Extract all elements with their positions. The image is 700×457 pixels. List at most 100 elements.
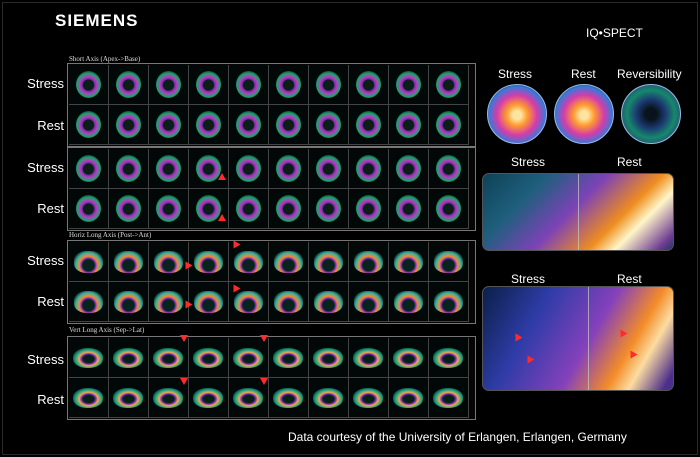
myocardium-slice [116,195,141,222]
myocardium-slice [273,348,303,368]
myocardium-slice [434,291,463,313]
myocardium-slice [196,71,221,98]
myocardium-slice [353,348,383,368]
image-cell [309,65,349,105]
red-arrow-icon [515,333,523,342]
image-cell [389,149,429,189]
myocardium-slice [153,388,183,408]
myocardium-slice [234,251,263,273]
red-arrow-icon [185,261,193,270]
rest-polar-map [554,84,614,144]
image-cell [189,338,229,378]
image-cell [69,65,109,105]
row-label-stress: Stress [27,76,64,91]
image-cell [229,282,269,322]
red-arrow-icon [260,378,268,385]
render-divider [578,174,579,250]
middle-3d-render [482,173,674,251]
myocardium-slice [194,291,223,313]
image-cell [429,282,469,322]
image-cell [69,338,109,378]
image-cell [389,65,429,105]
image-cell [109,65,149,105]
myocardium-slice [156,155,181,182]
myocardium-slice [76,155,101,182]
image-cell [429,378,469,418]
image-cell [429,65,469,105]
myocardium-slice [236,155,261,182]
myocardium-slice [316,111,341,138]
image-cell [109,189,149,229]
myocardium-slice [316,195,341,222]
row-label-stress: Stress [27,160,64,175]
horiz-long-axis-title: Horiz Long Axis (Post->Ant) [69,231,152,239]
image-cell [269,149,309,189]
image-cell [149,338,189,378]
row-label-rest: Rest [37,392,64,407]
image-cell [109,282,149,322]
red-arrow-icon [260,335,268,342]
image-cell [69,242,109,282]
image-cell [109,378,149,418]
myocardium-slice [273,388,303,408]
image-cell [149,149,189,189]
image-cell [229,189,269,229]
image-cell [429,105,469,145]
image-cell [109,242,149,282]
short-axis-title: Short Axis (Apex->Base) [69,55,141,63]
image-cell [309,338,349,378]
myocardium-slice [113,348,143,368]
myocardium-slice [116,155,141,182]
myocardium-slice [436,155,461,182]
myocardium-slice [74,251,103,273]
image-cell [149,242,189,282]
image-cell [389,189,429,229]
stress-heading: Stress [498,67,533,81]
image-cell [309,378,349,418]
image-cell [349,149,389,189]
image-cell [109,105,149,145]
myocardium-slice [193,348,223,368]
image-cell [69,282,109,322]
image-cell [189,149,229,189]
image-cell [389,242,429,282]
myocardium-slice [314,291,343,313]
myocardium-slice [393,388,423,408]
image-cell [69,105,109,145]
image-cell [189,242,229,282]
rest-heading: Rest [571,67,596,81]
image-cell [309,105,349,145]
image-cell [349,105,389,145]
image-cell [69,149,109,189]
stress-heading: Stress [511,155,546,169]
myocardium-slice [74,291,103,313]
myocardium-slice [356,195,381,222]
image-cell [189,105,229,145]
vert-long-axis-panel [67,336,476,420]
image-cell [389,282,429,322]
myocardium-slice [394,291,423,313]
myocardium-slice [354,251,383,273]
rest-heading: Rest [617,272,642,286]
myocardium-slice [196,111,221,138]
myocardium-slice [236,195,261,222]
myocardium-slice [116,111,141,138]
red-arrow-icon [527,355,535,364]
myocardium-slice [314,251,343,273]
bottom-3d-render [482,286,674,391]
render-divider [588,287,589,390]
myocardium-slice [156,111,181,138]
myocardium-slice [274,251,303,273]
image-cell [269,242,309,282]
myocardium-slice [114,291,143,313]
image-cell [229,65,269,105]
image-cell [429,242,469,282]
myocardium-slice [276,111,301,138]
myocardium-slice [196,195,221,222]
vert-long-axis-title: Vert Long Axis (Sep->Lat) [69,326,145,334]
myocardium-slice [73,388,103,408]
image-cell [229,242,269,282]
myocardium-slice [434,251,463,273]
short-axis-panel [67,63,476,147]
myocardium-slice [234,291,263,313]
